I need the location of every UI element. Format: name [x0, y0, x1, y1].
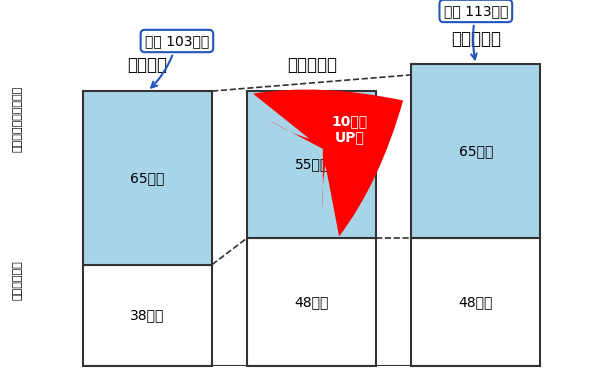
Bar [247, 238, 376, 366]
FancyArrowPatch shape [253, 90, 403, 236]
Bar [412, 65, 541, 238]
Text: 【現行】: 【現行】 [128, 56, 167, 74]
Text: （青色申告特別控除）: （青色申告特別控除） [13, 86, 23, 153]
Bar [412, 238, 541, 366]
Bar [83, 264, 212, 366]
Text: （基礎控除）: （基礎控除） [13, 260, 23, 300]
Text: 38万円: 38万円 [130, 308, 165, 322]
Bar [247, 91, 376, 238]
Text: 48万円: 48万円 [295, 295, 329, 309]
Bar [83, 91, 212, 264]
Text: 65万円: 65万円 [130, 171, 165, 185]
Text: 65万円: 65万円 [458, 144, 493, 158]
Text: 合計 113万円: 合計 113万円 [443, 4, 508, 59]
Text: 【改正１】: 【改正１】 [287, 56, 337, 74]
Text: 【改正２】: 【改正２】 [451, 30, 501, 48]
Text: 55万円: 55万円 [295, 157, 329, 172]
Text: 10万円
UP！: 10万円 UP！ [332, 114, 368, 144]
Text: 合計 103万円: 合計 103万円 [145, 34, 209, 88]
Text: 48万円: 48万円 [458, 295, 493, 309]
